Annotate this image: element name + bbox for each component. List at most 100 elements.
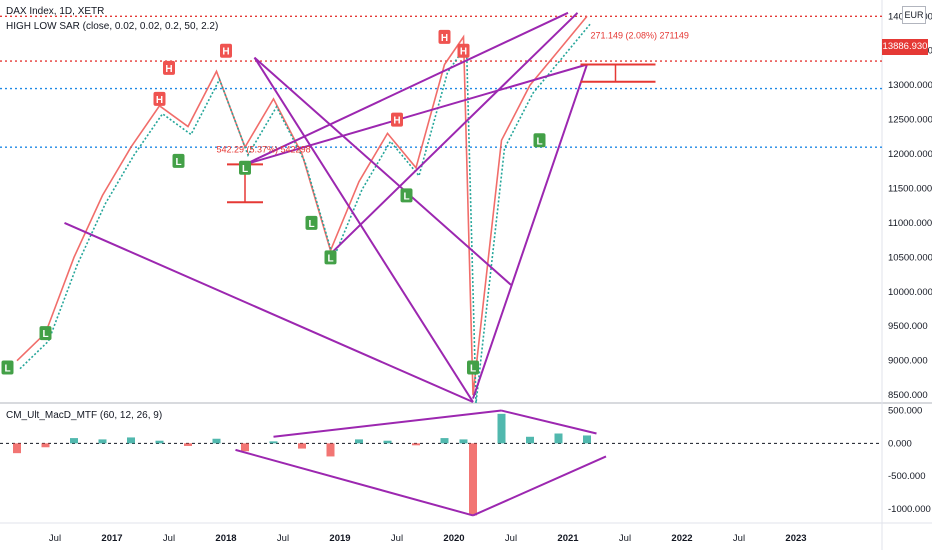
sar-series-line	[19, 23, 591, 404]
x-tick-label: Jul	[163, 533, 175, 544]
macd-pattern-line	[501, 409, 597, 435]
macd-pattern-line	[273, 409, 502, 438]
macd-histogram-bar	[469, 443, 477, 516]
macd-y-tick-label: -1000.000	[888, 504, 931, 515]
macd-histogram-bar	[98, 439, 107, 444]
macd-histogram-bar	[41, 443, 50, 448]
x-tick-label: 2017	[101, 533, 122, 544]
pivot-label-low: L	[308, 219, 314, 230]
currency-button[interactable]: EUR	[902, 6, 926, 24]
pivot-label-high: H	[393, 116, 400, 127]
y-tick-label: 10000.000	[888, 287, 932, 298]
x-tick-label: Jul	[619, 533, 631, 544]
macd-title: CM_Ult_MacD_MTF (60, 12, 26, 9)	[6, 410, 163, 421]
x-tick-label: 2022	[671, 533, 692, 544]
pivot-label-high: H	[441, 33, 448, 44]
x-tick-label: 2019	[329, 533, 350, 544]
measure-label-right: 271.149 (2.08%) 271149	[591, 30, 689, 40]
pivot-label-low-badge	[305, 215, 318, 230]
macd-histogram-bar	[13, 443, 21, 454]
macd-histogram-bar	[526, 436, 534, 444]
pivot-label-low-badge	[172, 153, 185, 168]
macd-pattern-line	[235, 448, 474, 517]
measure-label-left: 542.29 (5.37%) 542298	[217, 145, 311, 155]
trend-pattern-line	[472, 64, 588, 399]
pivot-label-low-badge	[533, 133, 546, 148]
x-tick-label: 2021	[557, 533, 579, 544]
y-tick-label: 12500.000	[888, 115, 932, 126]
y-tick-label: 9000.000	[888, 356, 928, 367]
macd-histogram-bar	[269, 441, 278, 444]
pivot-label-high: H	[222, 47, 229, 58]
pivot-label-low: L	[4, 364, 10, 375]
macd-histogram-bar	[184, 443, 192, 446]
pivot-label-low: L	[175, 157, 181, 168]
macd-y-tick-label: -500.000	[888, 471, 926, 482]
x-tick-label: 2018	[215, 533, 236, 544]
pivot-label-low: L	[242, 164, 248, 175]
x-tick-label: Jul	[505, 533, 517, 544]
macd-histogram-bar	[298, 443, 306, 449]
y-tick-label: 11500.000	[888, 183, 932, 194]
pivot-label-low: L	[536, 136, 542, 147]
trend-pattern-line	[64, 221, 474, 403]
x-tick-label: Jul	[277, 533, 289, 544]
pivot-label-low-badge	[400, 188, 413, 203]
pivot-label-low: L	[403, 191, 409, 202]
macd-histogram-bar	[440, 438, 449, 444]
macd-histogram-bar	[155, 440, 164, 444]
macd-histogram-bar	[241, 443, 249, 452]
macd-histogram-bar	[583, 435, 591, 444]
indicator-title: HIGH LOW SAR (close, 0.02, 0.02, 0.2, 50…	[6, 21, 219, 32]
macd-histogram-bar	[497, 413, 506, 444]
pivot-label-high: H	[156, 95, 163, 106]
y-tick-label: 13000.000	[888, 80, 932, 91]
macd-pattern-line	[472, 455, 607, 517]
x-tick-label: 2020	[443, 533, 464, 544]
pivot-label-low-badge	[1, 360, 14, 375]
pivot-label-low: L	[470, 364, 476, 375]
trend-pattern-line	[253, 57, 474, 403]
pivot-label-high: H	[460, 47, 467, 58]
pivot-label-low-badge	[39, 326, 52, 341]
pivot-label-high-badge	[457, 43, 470, 58]
macd-histogram-bar	[459, 439, 468, 444]
trend-pattern-line	[329, 12, 579, 255]
last-price-tag: 13886.930	[882, 39, 928, 55]
macd-histogram-bar	[326, 443, 335, 457]
pivot-label-high-badge	[438, 29, 451, 44]
pivot-label-high-badge	[153, 91, 166, 106]
macd-y-tick-label: 0.000	[888, 438, 912, 449]
trend-pattern-line	[244, 63, 588, 166]
macd-histogram-bar	[212, 438, 221, 444]
macd-histogram-bar	[127, 437, 135, 444]
pivot-label-high-badge	[220, 43, 232, 58]
y-tick-label: 11000.000	[888, 218, 932, 229]
x-tick-label: Jul	[49, 533, 61, 544]
pivot-label-high: H	[165, 64, 172, 75]
pivot-label-low-badge	[467, 360, 479, 375]
trend-pattern-line	[244, 11, 569, 166]
macd-histogram-bar	[355, 439, 363, 444]
symbol-title: DAX Index, 1D, XETR	[6, 6, 105, 17]
pivot-label-low: L	[42, 329, 48, 340]
y-tick-label: 12000.000	[888, 149, 932, 160]
pivot-label-high-badge	[163, 60, 175, 75]
y-tick-label: 10500.000	[888, 252, 932, 263]
pivot-label-high-badge	[391, 112, 403, 127]
macd-histogram-bar	[383, 440, 392, 444]
macd-histogram-bar	[554, 433, 563, 444]
pivot-label-low-badge	[324, 250, 337, 265]
y-tick-label: 8500.000	[888, 390, 928, 401]
trend-pattern-line	[253, 56, 512, 286]
pivot-label-low: L	[327, 253, 333, 264]
pivot-label-low-badge	[239, 160, 251, 175]
macd-histogram-bar	[70, 438, 78, 444]
x-tick-label: Jul	[733, 533, 745, 544]
x-tick-label: 2023	[785, 533, 806, 544]
macd-histogram-bar	[412, 443, 420, 446]
macd-y-tick-label: 500.000	[888, 406, 922, 417]
y-tick-label: 9500.000	[888, 321, 928, 332]
